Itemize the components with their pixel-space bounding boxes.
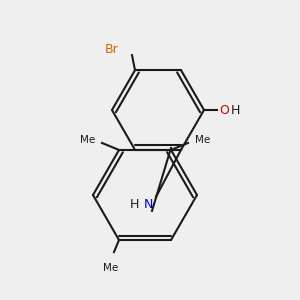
Text: Me: Me xyxy=(195,135,210,145)
Text: Br: Br xyxy=(104,43,118,56)
Text: Me: Me xyxy=(80,135,95,145)
Text: N: N xyxy=(143,198,153,211)
Text: O: O xyxy=(219,103,229,116)
Text: H: H xyxy=(231,103,240,116)
Text: Me: Me xyxy=(103,263,118,273)
Text: H: H xyxy=(129,198,139,211)
